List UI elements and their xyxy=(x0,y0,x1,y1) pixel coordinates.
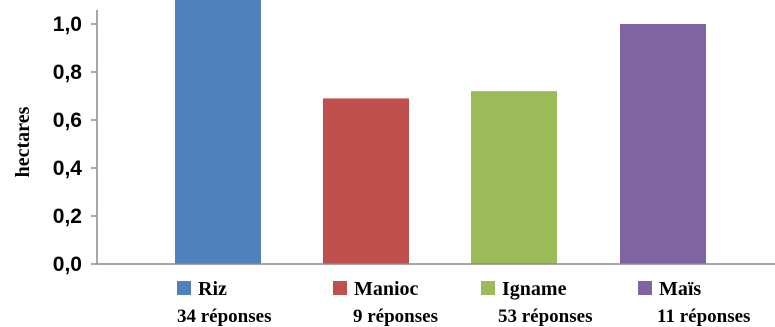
y-tick-label: 0,0 xyxy=(53,253,82,276)
y-tick-label: 1,0 xyxy=(53,13,82,36)
legend-swatch xyxy=(638,281,652,295)
bar-maïs xyxy=(620,24,706,264)
response-count-label: 9 réponses xyxy=(353,306,438,327)
legend-swatch xyxy=(333,281,347,295)
y-tick-label: 0,8 xyxy=(53,61,83,84)
legend-label: Riz xyxy=(198,278,227,300)
response-count-label: 53 réponses xyxy=(498,306,592,327)
y-tick-label: 0,6 xyxy=(53,109,82,132)
legend-label: Maïs xyxy=(659,278,701,300)
y-tick-label: 0,2 xyxy=(53,205,82,228)
bar-riz xyxy=(175,0,261,264)
legend-label: Igname xyxy=(502,278,567,300)
legend-swatch xyxy=(177,281,191,295)
legend-label: Manioc xyxy=(354,278,419,300)
response-count-label: 34 réponses xyxy=(177,306,271,327)
legend: Riz 34 réponses Manioc 9 réponses Igname 53 r… xyxy=(177,278,750,327)
response-count-label: 11 réponses xyxy=(657,306,750,327)
y-axis: 0,0 0,2 0,4 0,6 0,8 1,0 xyxy=(53,13,97,276)
y-tick-label: 0,4 xyxy=(53,157,83,180)
bar-manioc xyxy=(323,98,409,265)
bars xyxy=(175,0,706,265)
bar-igname xyxy=(471,91,557,264)
legend-swatch xyxy=(481,281,495,295)
y-axis-title: hectares xyxy=(12,106,34,177)
